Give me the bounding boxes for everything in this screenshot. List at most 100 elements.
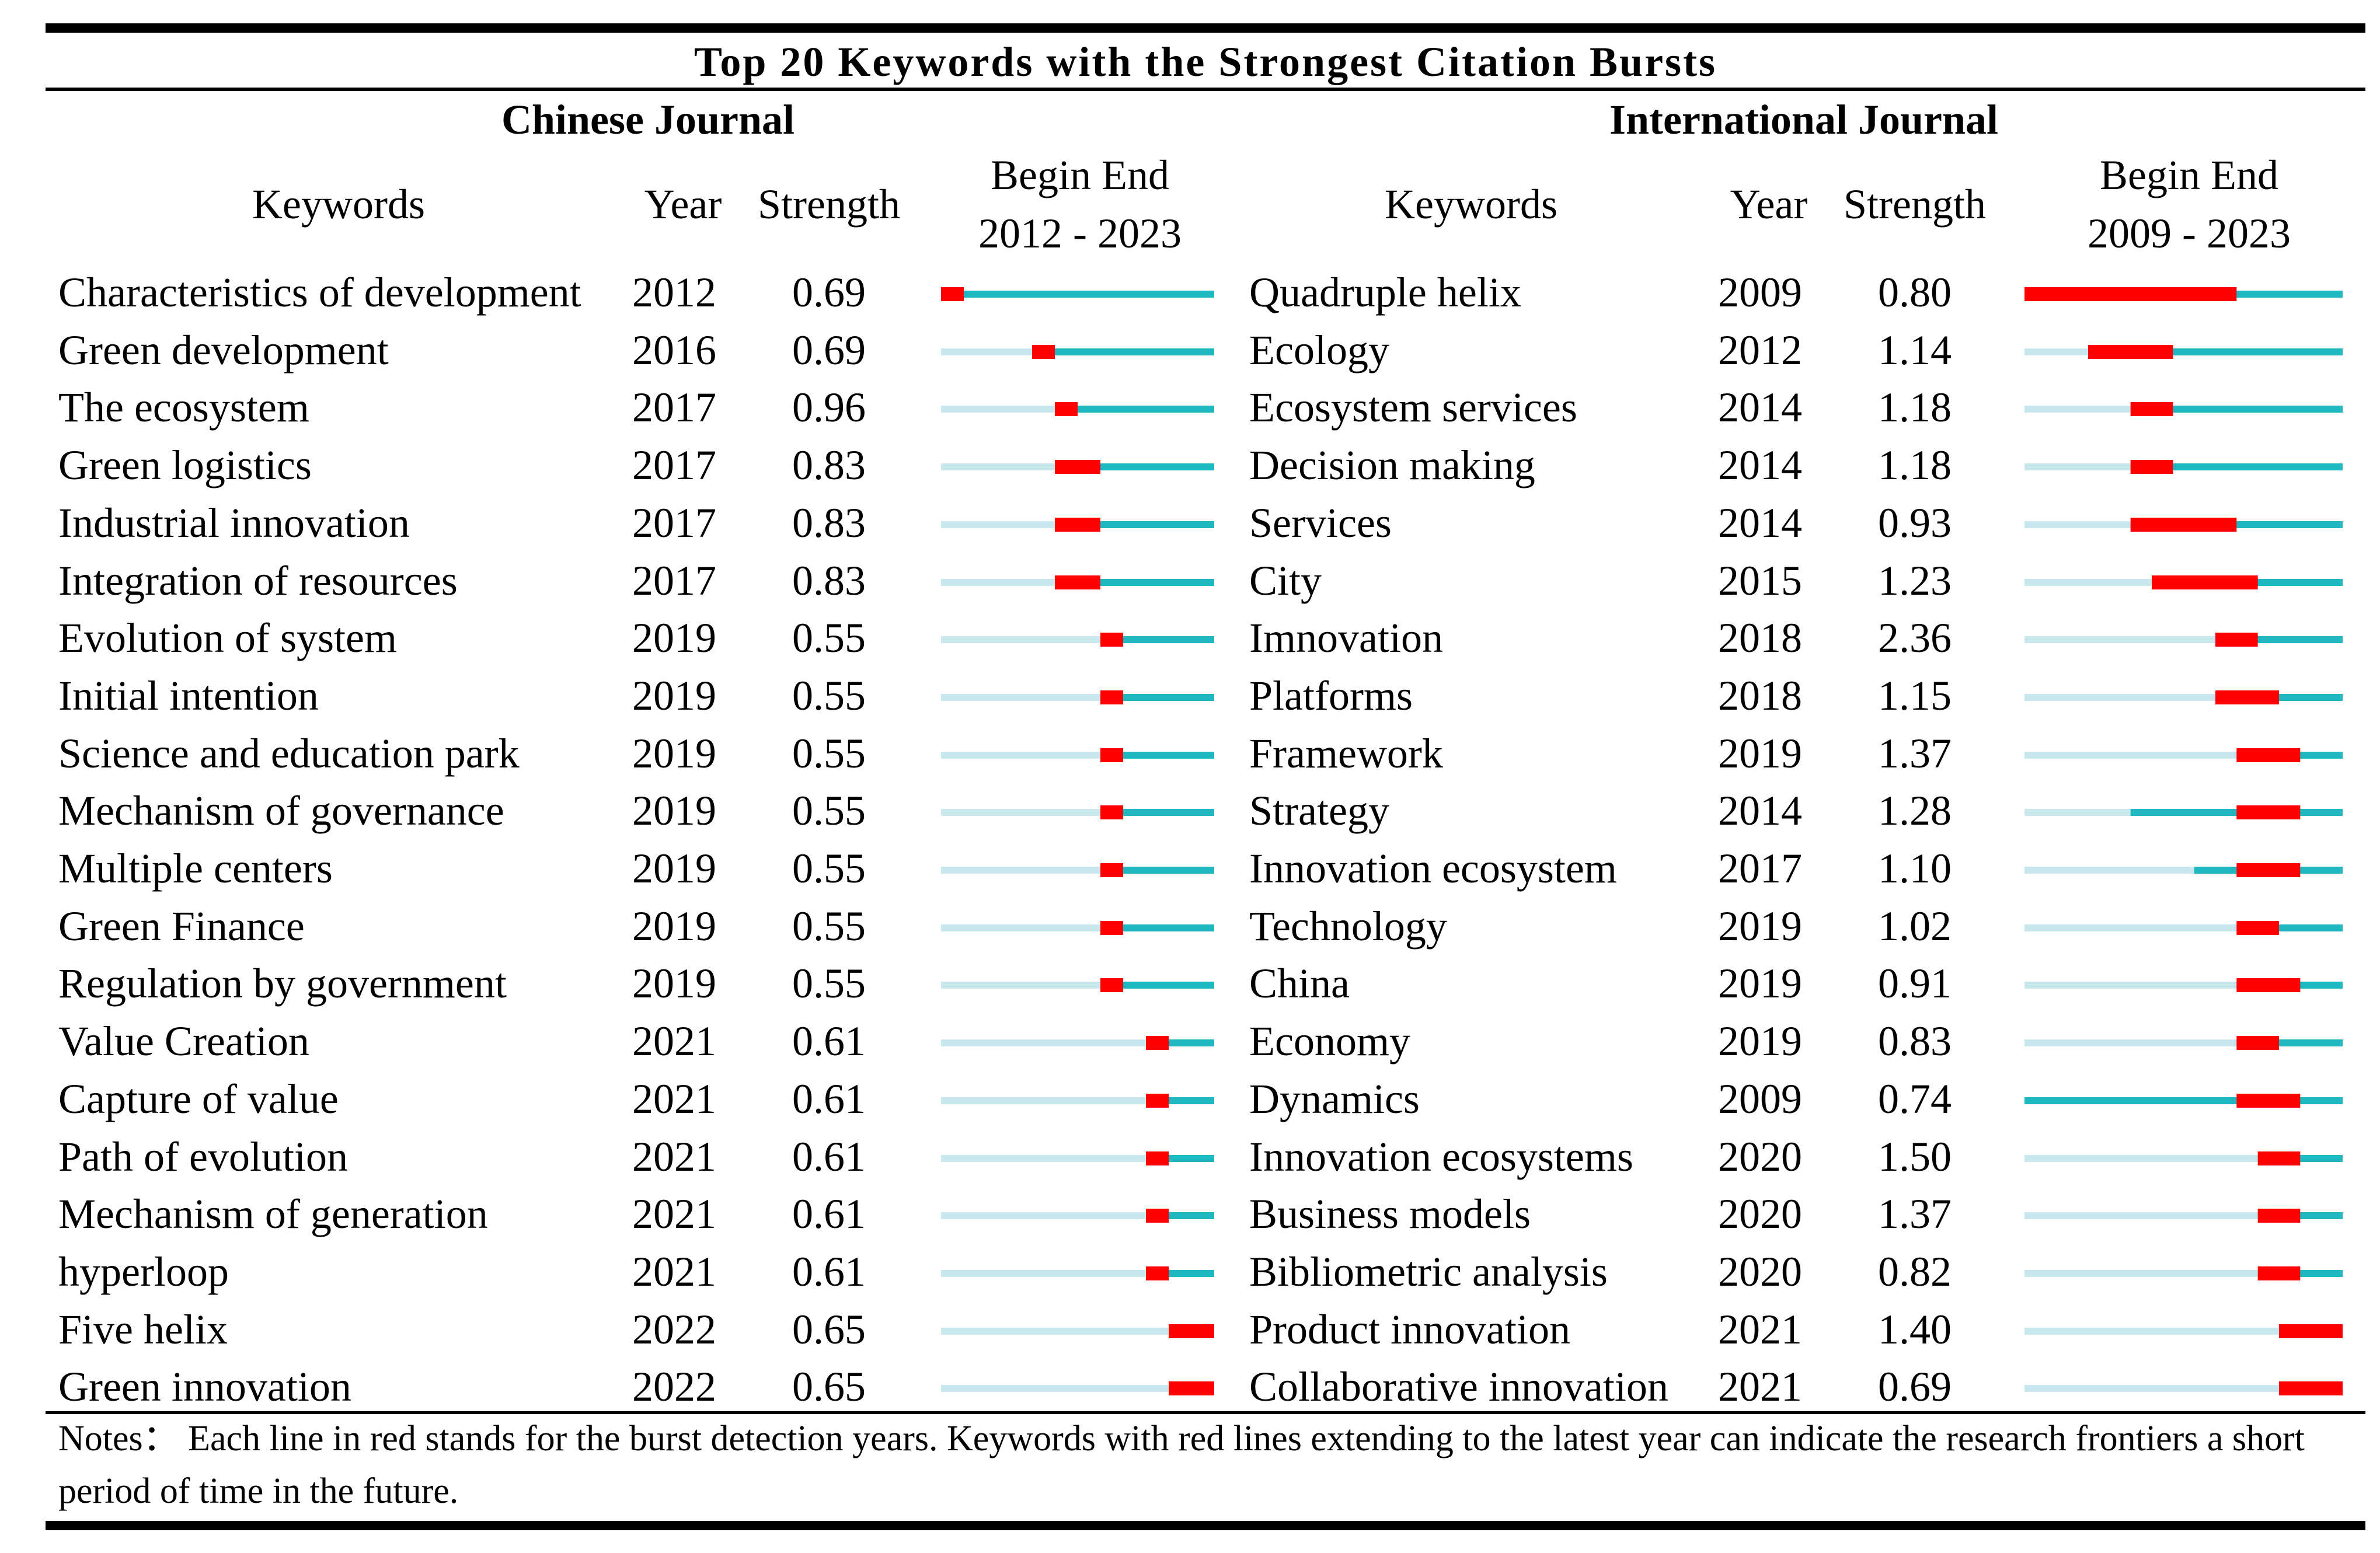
inactive-period-line <box>2024 578 2152 586</box>
chinese-burst-timeline <box>941 863 1214 877</box>
international-burst-timeline <box>2024 460 2343 474</box>
figure-title: Top 20 Keywords with the Strongest Citat… <box>694 39 1717 85</box>
burst-period-bar <box>1055 402 1078 417</box>
chinese-burst-timeline <box>941 287 1214 301</box>
international-keyword-label: Dynamics <box>1249 1075 1420 1122</box>
chinese-burst-timeline <box>941 1381 1214 1396</box>
inactive-period-line <box>2024 1327 2279 1335</box>
chinese-year-value: 2017 <box>632 384 716 431</box>
burst-period-bar <box>1032 344 1055 359</box>
active-period-line <box>1100 809 1214 816</box>
chinese-year-value: 2021 <box>632 1191 716 1238</box>
international-keyword-label: China <box>1249 960 1350 1007</box>
burst-period-bar <box>2236 748 2301 762</box>
chinese-strength-value: 0.55 <box>792 902 866 950</box>
burst-period-bar <box>1100 920 1123 935</box>
burst-period-bar <box>2279 1324 2343 1338</box>
inactive-period-line <box>941 1097 1146 1104</box>
chinese-year-value: 2012 <box>632 269 716 316</box>
chinese-year-value: 2017 <box>632 557 716 604</box>
international-year-value: 2019 <box>1718 1018 1802 1065</box>
chinese-burst-timeline <box>941 920 1214 935</box>
international-burst-timeline <box>2024 1093 2343 1108</box>
active-period-line <box>1100 924 1214 931</box>
international-keyword-label: Technology <box>1249 902 1447 950</box>
burst-period-bar <box>2024 287 2237 301</box>
chinese-keyword-label: Mechanism of governance <box>58 787 504 835</box>
burst-period-bar <box>1100 978 1123 993</box>
active-period-line <box>1100 867 1214 874</box>
inactive-period-line <box>941 1212 1146 1220</box>
inactive-period-line <box>2024 636 2215 644</box>
chinese-keyword-label: The ecosystem <box>58 384 309 431</box>
chinese-strength-value: 0.69 <box>792 326 866 374</box>
inactive-period-line <box>941 693 1100 701</box>
chinese-keyword-label: Capture of value <box>58 1075 339 1122</box>
international-burst-timeline <box>2024 575 2343 589</box>
inactive-period-line <box>941 1154 1146 1162</box>
active-period-line <box>1100 982 1214 989</box>
chinese-strength-value: 0.83 <box>792 499 866 546</box>
chinese-burst-timeline <box>941 1036 1214 1051</box>
chinese-burst-timeline <box>941 805 1214 820</box>
international-keyword-label: Innovation ecosystems <box>1249 1133 1633 1180</box>
inactive-period-line <box>941 578 1055 586</box>
international-burst-timeline <box>2024 517 2343 532</box>
chinese-strength-value: 0.55 <box>792 615 866 662</box>
international-strength-value: 0.91 <box>1878 960 1952 1007</box>
international-burst-timeline <box>2024 920 2343 935</box>
chinese-year-value: 2019 <box>632 672 716 719</box>
burst-period-bar <box>1169 1381 1214 1396</box>
chinese-strength-value: 0.55 <box>792 730 866 777</box>
international-strength-value: 1.50 <box>1878 1133 1952 1180</box>
chinese-strength-value: 0.55 <box>792 672 866 719</box>
international-year-value: 2020 <box>1718 1191 1802 1238</box>
international-keyword-label: Ecosystem services <box>1249 384 1577 431</box>
chinese-burst-timeline <box>941 748 1214 762</box>
inactive-period-line <box>2024 348 2088 355</box>
inactive-period-line <box>2024 1039 2237 1047</box>
international-year-value: 2017 <box>1718 845 1802 892</box>
inactive-period-line <box>941 1269 1146 1277</box>
chinese-header-strength: Strength <box>758 181 900 228</box>
notes-rule <box>46 1411 2365 1414</box>
chinese-year-value: 2021 <box>632 1018 716 1065</box>
section-title-international: International Journal <box>1609 96 1999 143</box>
chinese-burst-timeline <box>941 690 1214 704</box>
burst-period-bar <box>2215 690 2279 704</box>
international-keyword-label: Services <box>1249 499 1392 546</box>
chinese-keyword-label: Green logistics <box>58 442 312 489</box>
international-strength-value: 1.37 <box>1878 1191 1952 1238</box>
international-keyword-label: Economy <box>1249 1018 1410 1065</box>
international-burst-timeline <box>2024 1381 2343 1396</box>
international-keyword-label: Decision making <box>1249 442 1535 489</box>
active-period-line <box>1100 636 1214 644</box>
burst-period-bar <box>2279 1381 2343 1396</box>
international-keyword-label: Innovation ecosystem <box>1249 845 1617 892</box>
international-header-strength: Strength <box>1844 181 1986 228</box>
chinese-header-keywords: Keywords <box>252 181 425 228</box>
inactive-period-line <box>2024 693 2215 701</box>
burst-period-bar <box>2236 805 2301 820</box>
international-keyword-label: Ecology <box>1249 326 1389 374</box>
international-year-value: 2014 <box>1718 384 1802 431</box>
burst-period-bar <box>1100 748 1123 762</box>
international-keyword-label: Platforms <box>1249 672 1413 719</box>
chinese-strength-value: 0.61 <box>792 1133 866 1180</box>
international-strength-value: 2.36 <box>1878 615 1952 662</box>
chinese-burst-timeline <box>941 1209 1214 1223</box>
chinese-year-value: 2019 <box>632 730 716 777</box>
chinese-year-value: 2021 <box>632 1075 716 1122</box>
figure-notes: Notes： Each line in red stands for the b… <box>58 1419 2305 1511</box>
chinese-year-value: 2016 <box>632 326 716 374</box>
international-strength-value: 0.83 <box>1878 1018 1952 1065</box>
international-keyword-label: Quadruple helix <box>1249 269 1521 316</box>
international-strength-value: 1.23 <box>1878 557 1952 604</box>
chinese-year-value: 2019 <box>632 902 716 950</box>
chinese-year-value: 2019 <box>632 787 716 835</box>
inactive-period-line <box>941 348 1032 355</box>
international-burst-timeline <box>2024 748 2343 762</box>
international-strength-value: 1.02 <box>1878 902 1952 950</box>
international-year-value: 2009 <box>1718 269 1802 316</box>
bottom-rule <box>46 1521 2365 1530</box>
